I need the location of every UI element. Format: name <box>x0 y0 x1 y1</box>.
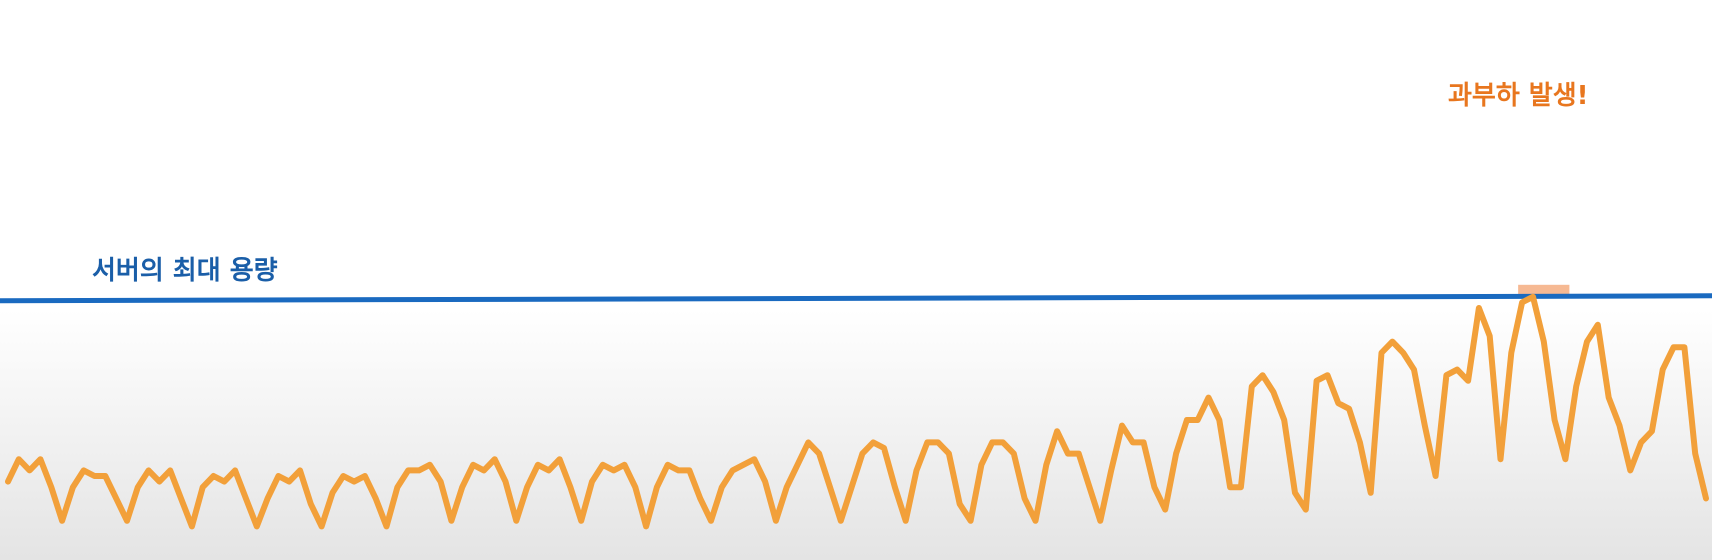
overload-label: 과부하 발생! <box>1448 81 1589 111</box>
traffic-series-line <box>5 293 1709 530</box>
capacity-line <box>0 293 1712 304</box>
capacity-label: 서버의 최대 용량 <box>92 256 278 286</box>
